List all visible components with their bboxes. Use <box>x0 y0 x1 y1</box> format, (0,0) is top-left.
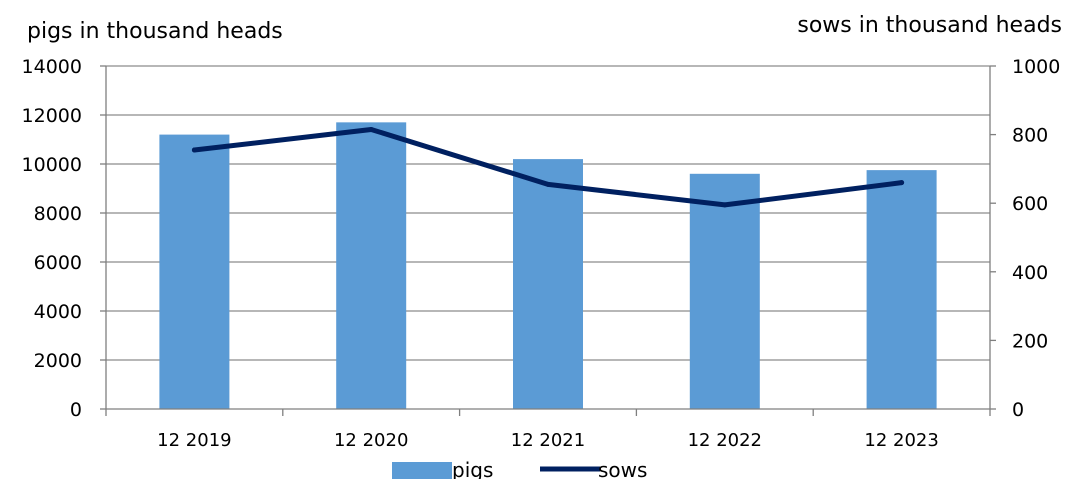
right-axis-title: sows in thousand heads <box>797 13 1062 38</box>
left-tick-label: 14000 <box>22 56 82 78</box>
left-axis-ticks: 0 2000 4000 6000 8000 10000 12000 14000 <box>22 56 106 421</box>
sows-point <box>368 126 374 132</box>
right-tick-label: 800 <box>1012 125 1048 147</box>
left-tick-label: 6000 <box>34 252 82 274</box>
pigs-bars <box>159 122 937 409</box>
pigs-bar <box>336 122 407 409</box>
right-tick-label: 400 <box>1012 262 1048 284</box>
left-tick-label: 10000 <box>22 154 82 176</box>
axes <box>105 66 991 416</box>
right-tick-label: 600 <box>1012 193 1048 215</box>
sows-point <box>899 180 905 186</box>
category-labels: 12 2019 12 2020 12 2021 12 2022 12 2023 <box>157 430 939 451</box>
right-tick-label: 1000 <box>1012 56 1060 78</box>
category-label: 12 2021 <box>511 430 585 451</box>
sows-point <box>191 147 197 153</box>
legend-label-pigs: pigs <box>452 458 493 479</box>
left-tick-label: 4000 <box>34 301 82 323</box>
pigs-bar <box>513 159 583 409</box>
pigs-bar <box>159 134 230 409</box>
sows-point <box>545 181 551 187</box>
category-label: 12 2019 <box>157 430 231 451</box>
sows-line-series <box>191 126 905 208</box>
left-tick-label: 0 <box>70 399 82 421</box>
legend-label-sows: sows <box>598 458 647 479</box>
right-tick-label: 200 <box>1012 330 1048 352</box>
legend-swatch-pigs <box>392 462 452 479</box>
left-tick-label: 12000 <box>22 105 82 127</box>
category-label: 12 2022 <box>688 430 762 451</box>
left-tick-label: 8000 <box>34 203 82 225</box>
left-tick-label: 2000 <box>34 350 82 372</box>
right-axis-ticks: 0 200 400 600 800 1000 <box>990 56 1060 421</box>
legend: pigs sows <box>392 458 647 479</box>
category-label: 12 2023 <box>864 430 938 451</box>
pigs-bar <box>866 170 937 409</box>
sows-point <box>722 202 728 208</box>
category-label: 12 2020 <box>334 430 408 451</box>
pigs-bar <box>689 173 760 409</box>
right-tick-label: 0 <box>1012 399 1024 421</box>
left-axis-title: pigs in thousand heads <box>27 19 283 44</box>
